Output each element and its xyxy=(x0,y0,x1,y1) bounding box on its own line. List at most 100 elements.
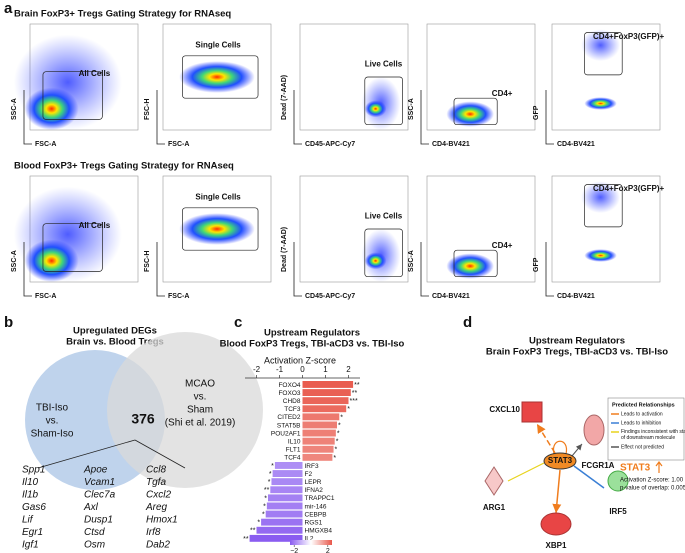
axis-arrow xyxy=(545,90,554,145)
gate-label: Single Cells xyxy=(195,40,241,49)
legend-box xyxy=(607,397,685,461)
significance: * xyxy=(338,422,341,429)
legend-label: Findings inconsistent with state of downs… xyxy=(621,429,685,441)
bar xyxy=(302,397,349,405)
set-label: Sham-Iso xyxy=(31,429,74,440)
gene: Ctsd xyxy=(84,527,105,538)
x-tick-label: 1 xyxy=(323,365,328,374)
category-label: CHD8 xyxy=(283,398,301,405)
y-axis-label: FSC-H xyxy=(144,99,151,120)
x-tick-label: 2 xyxy=(346,365,351,374)
bar xyxy=(302,405,347,413)
density xyxy=(581,29,621,62)
node-label: CXCL10 xyxy=(489,405,520,414)
significance: * xyxy=(263,503,266,510)
gene: Egr1 xyxy=(22,527,43,538)
significance: * xyxy=(268,479,271,486)
category-label: IL2 xyxy=(305,536,314,543)
node xyxy=(484,466,504,496)
gate-label: Live Cells xyxy=(365,59,403,68)
x-tick-label: -1 xyxy=(276,365,284,374)
density xyxy=(179,213,255,245)
panel-label: b xyxy=(4,314,13,331)
significance: * xyxy=(347,406,350,413)
node-label: FCGR1A xyxy=(582,461,615,470)
density xyxy=(24,87,79,130)
gate xyxy=(584,32,623,76)
bar xyxy=(265,510,303,518)
gene: Apoe xyxy=(83,465,108,476)
category-label: TCF3 xyxy=(284,406,301,413)
density xyxy=(584,97,617,110)
y-axis-label: GFP xyxy=(533,257,540,272)
network-title: Brain FoxP3 Tregs, TBI-aCD3 vs. TBI-Iso xyxy=(486,347,668,358)
gene: Igf1 xyxy=(22,540,39,551)
axis-arrow xyxy=(420,242,429,297)
y-axis-label: SSC-A xyxy=(11,98,18,120)
axis-arrow xyxy=(156,90,165,145)
venn-title: Upregulated DEGs xyxy=(73,326,157,337)
panel-label: a xyxy=(4,0,13,17)
significance: ** xyxy=(354,382,360,389)
chart-title: Blood FoxP3 Tregs, TBI-aCD3 vs. TBI-Iso xyxy=(220,339,405,350)
category-label: RGS1 xyxy=(305,519,323,526)
gate xyxy=(453,249,498,278)
gate-label: CD4+ xyxy=(492,241,513,250)
density xyxy=(581,181,621,214)
gene: Lif xyxy=(22,515,34,526)
colorbar-tick-label: 2 xyxy=(326,548,330,553)
axis-arrow xyxy=(156,242,165,297)
significance: ** xyxy=(243,536,249,543)
gene: Axl xyxy=(83,502,99,513)
category-label: TCF4 xyxy=(284,455,301,462)
node xyxy=(583,414,605,446)
axis-arrow xyxy=(293,242,302,297)
category-label: FOXO4 xyxy=(278,382,300,389)
gate xyxy=(364,228,403,278)
bar xyxy=(302,453,333,461)
bar xyxy=(302,421,337,429)
category-label: CITED2 xyxy=(277,414,301,421)
bar xyxy=(266,502,303,510)
x-axis-label: CD4-BV421 xyxy=(432,141,470,148)
node-label: IRF5 xyxy=(609,507,627,516)
chart-title: Upstream Regulators xyxy=(264,328,360,339)
self-loop xyxy=(552,440,568,455)
bar xyxy=(268,494,303,502)
category-label: IL10 xyxy=(288,438,301,445)
x-axis-label: CD4-BV421 xyxy=(557,141,595,148)
legend-title: Predicted Relationships xyxy=(612,402,675,408)
gene: Areg xyxy=(145,502,168,513)
set-label: MCAO xyxy=(185,379,215,390)
legend-label: Leads to activation xyxy=(621,411,663,417)
gate-label: Single Cells xyxy=(195,192,241,201)
node-label: ARG1 xyxy=(483,503,506,512)
x-axis-label: FSC-A xyxy=(168,293,189,300)
set-label: vs. xyxy=(194,392,207,403)
gate xyxy=(182,207,259,251)
colorbar-tick-label: −2 xyxy=(290,548,298,553)
gene: Dab2 xyxy=(146,540,170,551)
colorbar xyxy=(290,540,332,545)
category-label: LEPR xyxy=(305,479,322,486)
gene: Osm xyxy=(84,540,105,551)
edge xyxy=(571,443,583,457)
x-axis-label: CD4-BV421 xyxy=(557,293,595,300)
gate xyxy=(453,97,498,126)
significance: * xyxy=(262,511,265,518)
edge xyxy=(573,465,605,489)
gate-label: CD4+FoxP3(GFP)+ xyxy=(593,184,664,193)
panel-label: d xyxy=(463,314,472,331)
x-axis-label: FSC-A xyxy=(168,141,189,148)
gene: Cxcl2 xyxy=(146,490,171,501)
gene: Gas6 xyxy=(22,502,46,513)
set-label: TBI-Iso xyxy=(36,403,69,414)
gene: Vcam1 xyxy=(84,477,115,488)
gate xyxy=(364,76,403,126)
x-axis-label: FSC-A xyxy=(35,141,56,148)
set-label: (Shi et al. 2019) xyxy=(165,418,236,429)
x-axis-label: FSC-A xyxy=(35,293,56,300)
gate-label: CD4+FoxP3(GFP)+ xyxy=(593,32,664,41)
bar xyxy=(302,389,351,396)
bar xyxy=(302,413,340,421)
